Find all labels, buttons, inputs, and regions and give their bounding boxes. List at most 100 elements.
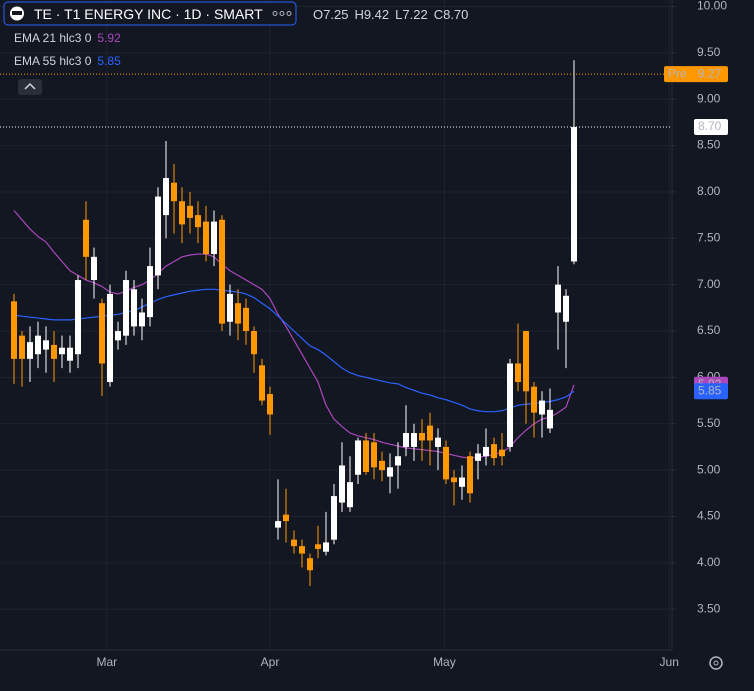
candle-body <box>555 284 561 313</box>
candle-body <box>203 221 209 255</box>
y-tick-label: 7.00 <box>697 277 721 291</box>
legend-name: EMA 21 hlc3 0 <box>14 31 92 45</box>
candle-body <box>515 363 521 383</box>
candle-body <box>347 482 353 508</box>
candle-body <box>395 456 401 466</box>
candle-body <box>563 295 569 322</box>
candle-body <box>411 433 417 447</box>
candle-body <box>235 303 241 324</box>
candle-body <box>11 301 17 359</box>
candle-body <box>523 331 529 392</box>
candle-body <box>531 386 537 413</box>
candle-body <box>67 347 73 361</box>
candle-body <box>403 433 409 447</box>
x-tick-label: May <box>433 655 456 669</box>
candle-body <box>43 340 49 350</box>
ohlc-value: 7.25 <box>323 7 349 22</box>
candle-body <box>323 542 329 552</box>
axes: 3.504.004.505.005.506.006.507.007.508.00… <box>96 0 728 669</box>
candle-body <box>275 521 281 528</box>
y-tick-label: 5.00 <box>697 462 721 476</box>
legend-value: 5.92 <box>97 31 121 45</box>
candle-body <box>483 446 489 457</box>
candle-body <box>227 293 233 322</box>
candle-body <box>507 363 513 447</box>
ohlc-value: 7.22 <box>402 7 428 22</box>
candle-body <box>435 437 441 447</box>
candle-body <box>35 335 41 355</box>
candle-body <box>107 293 113 383</box>
y-tick-label: 9.50 <box>697 45 721 59</box>
collapse-icon <box>24 82 36 90</box>
candle-body <box>427 425 433 441</box>
candle-body <box>547 409 553 429</box>
candle-body <box>219 219 225 324</box>
candle-body <box>339 465 345 503</box>
plot <box>0 60 672 587</box>
price-badge-label: 5.85 <box>698 383 722 397</box>
price-badge-label: 9.27 <box>698 66 722 80</box>
candle-body <box>283 514 289 522</box>
legend-value: 5.85 <box>97 54 121 68</box>
symbol-icon-mark <box>12 11 22 15</box>
more-button[interactable] <box>272 11 292 16</box>
candle-body <box>251 331 257 355</box>
candle-body <box>259 365 265 401</box>
ohlc-prefix: L <box>395 7 403 22</box>
candle-body <box>211 221 217 255</box>
grid <box>0 0 672 650</box>
y-tick-label: 6.50 <box>697 323 721 337</box>
candle-body <box>571 127 577 262</box>
x-tick-label: Mar <box>96 655 117 669</box>
x-tick-label: Jun <box>660 655 679 669</box>
candle-body <box>59 347 65 355</box>
ohlc-prefix: C <box>433 7 444 22</box>
candle-body <box>267 394 273 415</box>
candle-body <box>91 256 97 281</box>
y-tick-label: 9.00 <box>697 91 721 105</box>
candle-body <box>123 280 129 336</box>
candle-body <box>27 342 33 359</box>
candle-body <box>419 433 425 441</box>
legend-row[interactable]: EMA 21 hlc3 0 5.92 <box>14 31 121 45</box>
y-tick-label: 8.50 <box>697 138 721 152</box>
candle-body <box>491 444 497 459</box>
candle-body <box>19 335 25 359</box>
collapse-button[interactable] <box>18 79 42 95</box>
candle-body <box>371 442 377 468</box>
y-tick-label: 4.50 <box>697 509 721 523</box>
candle-body <box>299 546 305 554</box>
price-badge <box>664 66 728 83</box>
chart-title: TE · T1 ENERGY INC · 1D · SMART <box>34 6 263 22</box>
candle-body <box>187 205 193 218</box>
settings-button[interactable] <box>709 656 723 670</box>
candle-body <box>475 453 481 461</box>
symbol-box[interactable] <box>3 1 297 26</box>
price-badge-label: 8.70 <box>698 119 722 133</box>
candle-body <box>331 496 337 540</box>
y-tick-label: 8.00 <box>697 184 721 198</box>
candle-body <box>379 460 385 471</box>
candle-body <box>83 219 89 257</box>
candle-body <box>51 344 57 359</box>
legend-row[interactable]: EMA 55 hlc3 0 5.85 <box>14 54 121 68</box>
ohlc-header: O7.25 H9.42 L7.22 C8.70 <box>313 7 468 22</box>
candle-body <box>539 400 545 415</box>
candle-body <box>195 215 201 228</box>
price-badge <box>694 119 728 136</box>
candle-body <box>163 178 169 216</box>
candle-body <box>467 456 473 494</box>
legend-name: EMA 55 hlc3 0 <box>14 54 92 68</box>
candle-body <box>75 280 81 355</box>
candle-body <box>131 289 137 327</box>
y-tick-label: 3.50 <box>697 601 721 615</box>
candle-body <box>179 201 185 225</box>
candle-body <box>459 477 465 487</box>
candle-body <box>291 539 297 547</box>
ohlc-prefix: O <box>313 7 324 22</box>
candle-body <box>443 446 449 480</box>
ohlc-value: 8.70 <box>443 7 469 22</box>
candle-body <box>363 440 369 472</box>
